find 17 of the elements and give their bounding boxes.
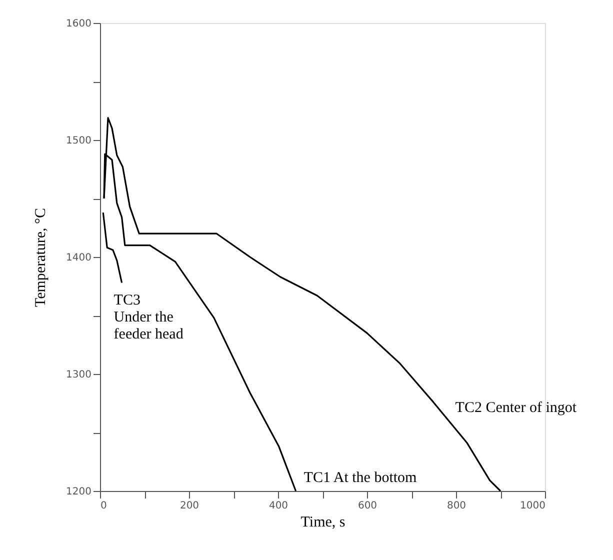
series-label: TC3 Under the feeder head — [114, 292, 184, 343]
y-tick-label: 1300 — [66, 370, 92, 380]
x-tick-label: 1000 — [520, 500, 546, 512]
x-tick-label: 400 — [268, 500, 288, 512]
y-tick-label: 1500 — [66, 136, 92, 146]
x-tick-label: 600 — [358, 500, 378, 512]
x-tick-label: 0 — [100, 500, 107, 512]
series-label: TC2 Center of ingot — [455, 400, 578, 416]
y-tick-label: 1600 — [66, 18, 92, 30]
x-tick-label: 800 — [446, 500, 466, 512]
series-label: TC1 At the bottom — [304, 470, 418, 486]
y-tick-label: 1200 — [66, 486, 92, 498]
y-tick-label: 1400 — [66, 252, 92, 264]
y-axis-title: Temperature, °C — [33, 208, 50, 308]
line-series — [102, 212, 123, 284]
x-tick-label: 200 — [180, 500, 200, 512]
x-axis-title: Time, s — [300, 514, 346, 530]
